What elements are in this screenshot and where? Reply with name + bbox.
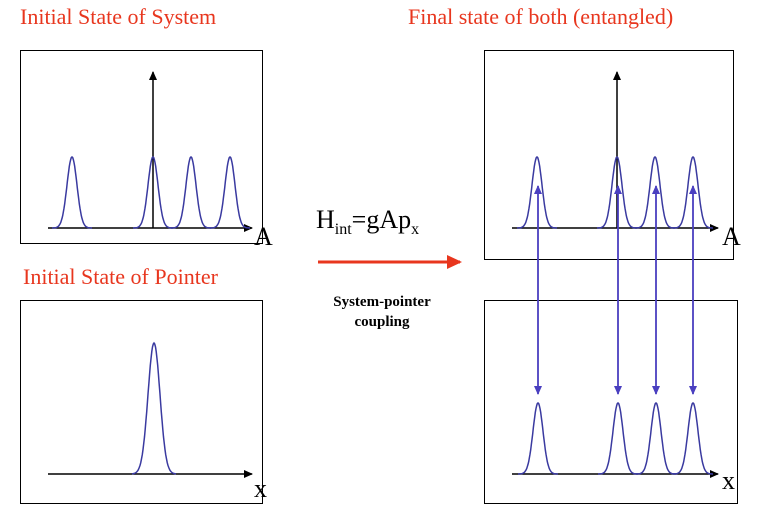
final-state-title: Final state of both (entangled) xyxy=(408,4,674,29)
system-initial-peak-3 xyxy=(171,156,211,229)
pointer-final-peak-3 xyxy=(636,402,676,475)
system-final-peak-4 xyxy=(673,156,713,229)
interaction-hamiltonian: Hint=gApx xyxy=(316,205,419,239)
pointer-final-peaks xyxy=(518,402,713,475)
coupling-label-line1: System-pointer xyxy=(333,294,431,310)
system-final-peak-1 xyxy=(517,156,557,229)
system-final-axis-label: A xyxy=(722,222,741,251)
system-final-peak-3 xyxy=(635,156,675,229)
system-final-peaks xyxy=(517,156,713,229)
hamiltonian-h: H xyxy=(316,205,335,234)
hamiltonian-subscript: int xyxy=(334,221,352,239)
pointer-initial-panel xyxy=(20,300,263,504)
correlation-arrows xyxy=(534,185,697,395)
system-initial-axis-label: A xyxy=(254,222,273,251)
pointer-initial-peak xyxy=(132,341,176,475)
pointer-final-peak-1 xyxy=(518,402,558,475)
system-initial-peak-2 xyxy=(133,156,173,229)
pointer-final-peak-2 xyxy=(598,402,638,475)
pointer-final-peak-4 xyxy=(673,402,713,475)
hamiltonian-rhs-subscript: x xyxy=(411,221,420,239)
initial-system-title: Initial State of System xyxy=(20,4,217,29)
pointer-final-axis-label: x xyxy=(722,466,735,495)
system-initial-panel xyxy=(20,50,263,244)
initial-pointer-title: Initial State of Pointer xyxy=(23,264,218,289)
pointer-initial-peak-1 xyxy=(132,341,176,475)
pointer-initial-axis-label: x xyxy=(254,474,267,503)
system-final-peak-2 xyxy=(597,156,637,229)
coupling-label-line2: coupling xyxy=(354,314,410,330)
system-initial-peak-1 xyxy=(52,156,92,229)
coupling-label: System-pointer coupling xyxy=(302,292,462,332)
hamiltonian-rhs: =gAp xyxy=(351,205,412,234)
system-initial-peak-4 xyxy=(210,156,250,229)
system-initial-peaks xyxy=(52,156,250,229)
